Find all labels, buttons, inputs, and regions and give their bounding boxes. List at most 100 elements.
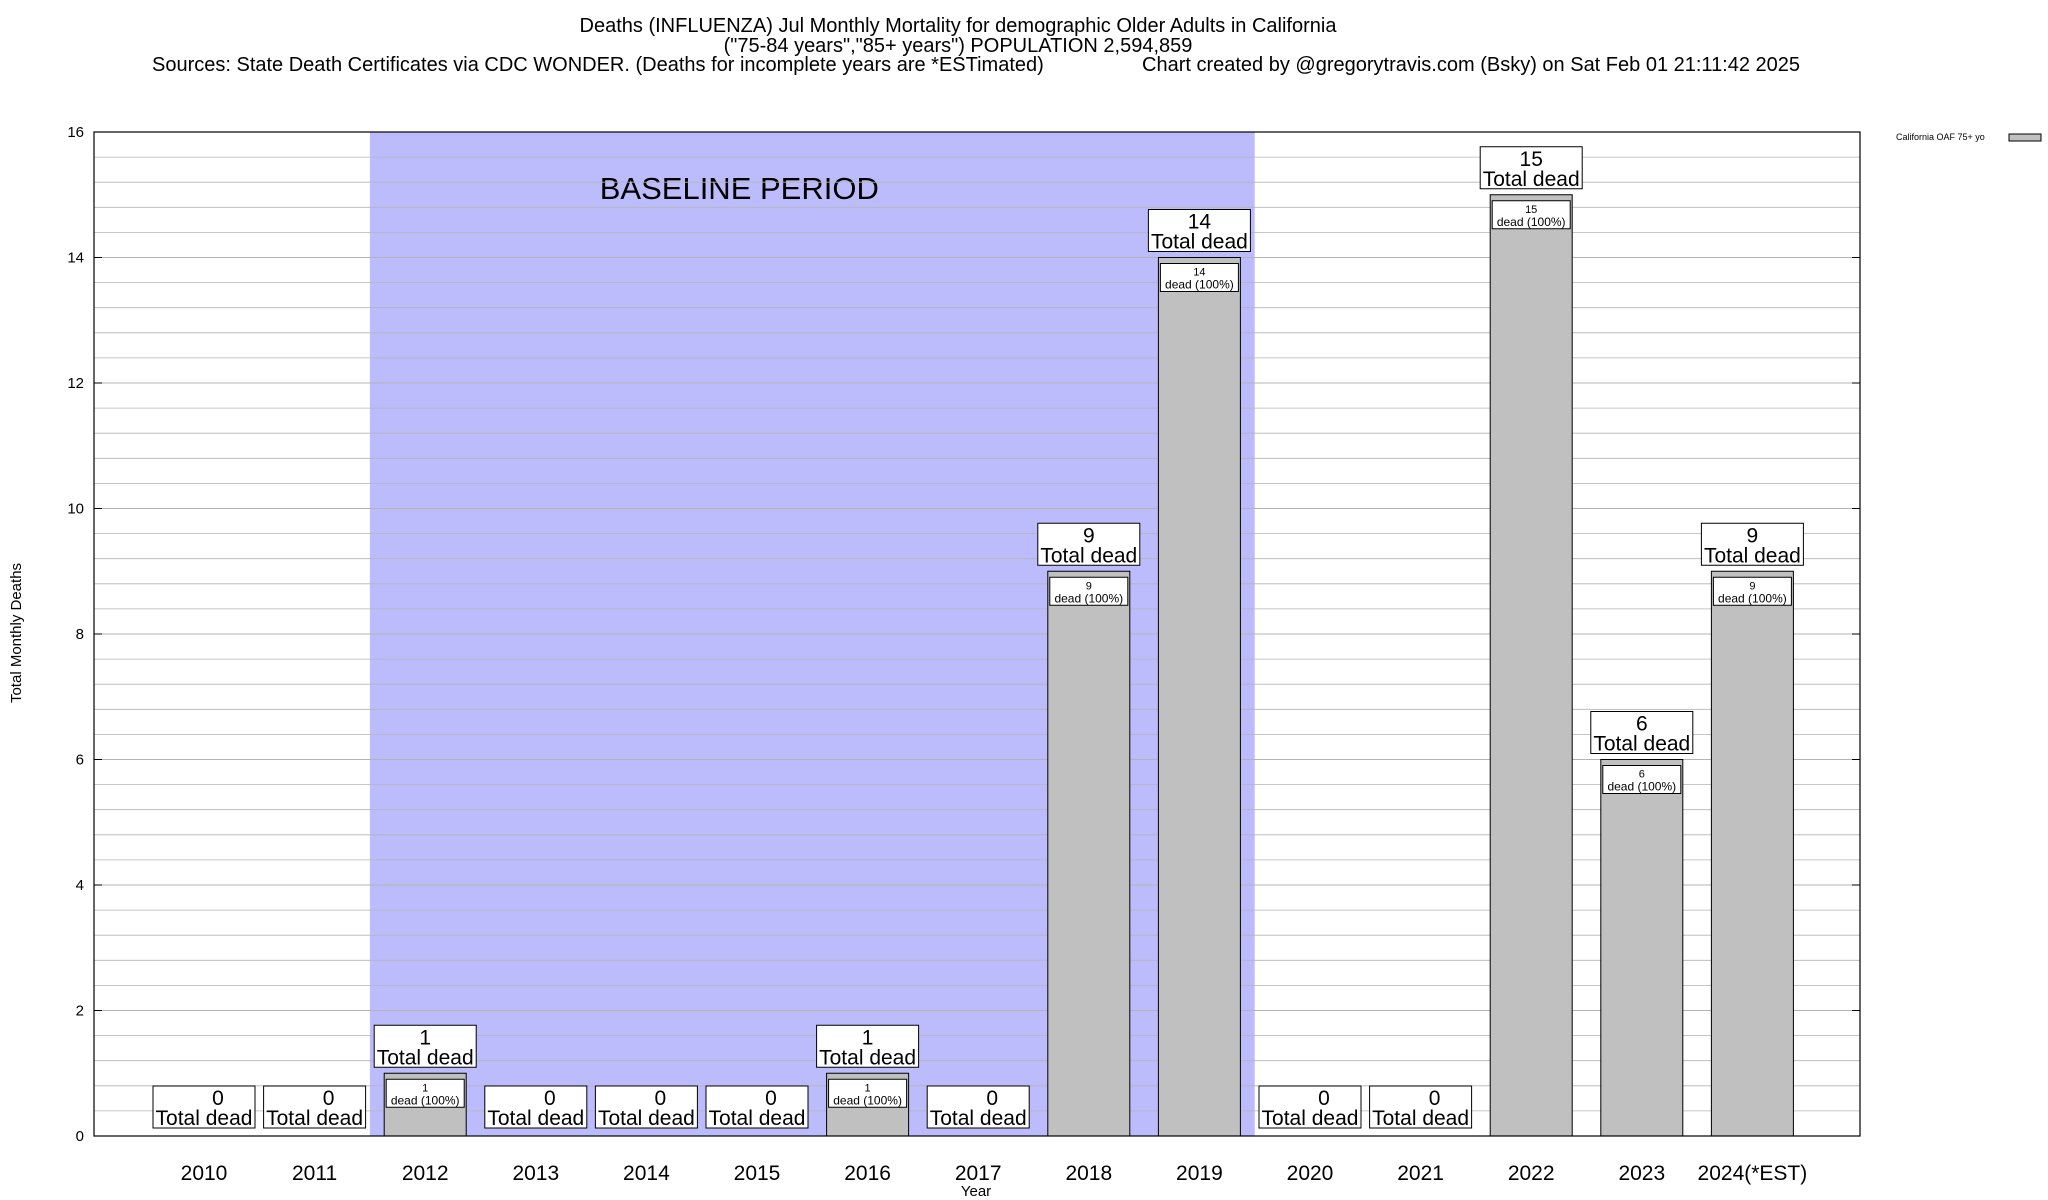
- x-tick-label: 2014: [623, 1162, 670, 1185]
- bar-inner-pct: dead (100%): [1165, 278, 1234, 292]
- legend-label: California OAF 75+ yo: [1896, 132, 1985, 142]
- bar-inner-pct: dead (100%): [1718, 591, 1787, 605]
- total-value: 15: [1520, 148, 1543, 171]
- total-suffix: Total dead: [819, 1046, 916, 1069]
- bar-inner-label-box: [1491, 200, 1571, 230]
- bar-inner-label-box: [1712, 576, 1792, 606]
- y-axis-label: Total Monthly Deaths: [8, 563, 25, 703]
- total-suffix: Total dead: [1593, 733, 1690, 756]
- bar-inner-pct: dead (100%): [833, 1093, 902, 1107]
- x-tick-label: 2015: [734, 1162, 781, 1185]
- total-value: 0: [323, 1087, 335, 1110]
- total-label-box: [1258, 1085, 1362, 1129]
- y-tick-label: 0: [76, 1128, 84, 1145]
- chart-credit: Chart created by @gregorytravis.com (Bsk…: [1142, 54, 1800, 76]
- bar: [1489, 194, 1573, 1137]
- total-label-box: [484, 1085, 588, 1129]
- total-suffix: Total dead: [598, 1107, 695, 1130]
- plot-frame: [93, 131, 1861, 1137]
- y-tick-label: 4: [76, 877, 84, 894]
- total-label-box: [705, 1085, 809, 1129]
- y-tick-label: 12: [67, 375, 84, 392]
- total-label-box: [1700, 522, 1804, 566]
- total-value: 0: [1318, 1087, 1330, 1110]
- x-axis-label: Year: [961, 1183, 991, 1200]
- total-suffix: Total dead: [487, 1107, 584, 1130]
- total-value: 14: [1188, 211, 1212, 234]
- x-tick-label: 2021: [1397, 1162, 1444, 1185]
- legend-swatch: [2008, 133, 2042, 142]
- x-tick-label: 2019: [1176, 1162, 1223, 1185]
- bar: [1047, 570, 1131, 1137]
- total-label-box: [263, 1085, 367, 1129]
- total-label-box: [1369, 1085, 1473, 1129]
- bar-inner-pct: dead (100%): [1497, 215, 1566, 229]
- bar-inner-pct: dead (100%): [391, 1093, 460, 1107]
- total-label-box: [1147, 209, 1251, 252]
- total-value: 9: [1083, 524, 1095, 547]
- total-value: 0: [765, 1087, 777, 1110]
- total-suffix: Total dead: [377, 1046, 474, 1069]
- total-label-box: [1037, 522, 1141, 566]
- x-tick-label: 2016: [844, 1162, 891, 1185]
- bar-inner-value: 9: [1086, 580, 1092, 592]
- x-tick-label: 2023: [1618, 1162, 1665, 1185]
- bars: [200, 194, 1794, 1137]
- bar-inner-value: 1: [422, 1082, 428, 1094]
- x-axis-categories: 2010 2011 2012 2013 2014 2015 2016 2017 2018 2019…: [181, 1162, 1808, 1185]
- x-tick-label: 2024(*EST): [1698, 1162, 1808, 1185]
- total-suffix: Total dead: [1262, 1107, 1359, 1130]
- total-suffix: Total dead: [1483, 168, 1580, 191]
- chart-title: Deaths (INFLUENZA) Jul Monthly Mortality…: [580, 15, 1338, 37]
- total-suffix: Total dead: [156, 1107, 253, 1130]
- total-label-box: [1479, 146, 1583, 190]
- total-label-box: [1590, 711, 1694, 754]
- total-suffix: Total dead: [1151, 231, 1248, 254]
- total-label-box: [594, 1085, 698, 1129]
- bar-inner-value: 6: [1639, 769, 1645, 781]
- bar-inner-value: 14: [1193, 267, 1205, 279]
- bar-inner-label-box: [1602, 765, 1682, 794]
- total-value: 9: [1747, 524, 1759, 547]
- y-tick-label: 6: [76, 752, 84, 769]
- chart-subtitle: ("75-84 years","85+ years") POPULATION 2…: [724, 35, 1193, 57]
- total-suffix: Total dead: [930, 1107, 1027, 1130]
- chart-sources: Sources: State Death Certificates via CD…: [152, 54, 1044, 76]
- total-value: 0: [655, 1087, 667, 1110]
- y-tick-label: 16: [67, 124, 84, 141]
- bar-inner-label-box: [385, 1078, 465, 1108]
- bar-inner-value: 9: [1749, 580, 1755, 592]
- bar-inner-value: 15: [1525, 204, 1537, 216]
- total-suffix: Total dead: [1372, 1107, 1469, 1130]
- bar-inner-value: 1: [865, 1082, 871, 1094]
- bar-inner-pct: dead (100%): [1054, 591, 1123, 605]
- bar: [1600, 759, 1684, 1137]
- total-label-box: [816, 1024, 920, 1068]
- total-label-box: [926, 1085, 1030, 1129]
- total-label-box: [152, 1085, 256, 1129]
- bar-inner-pct: dead (100%): [1607, 780, 1676, 794]
- y-tick-label: 8: [76, 626, 84, 643]
- x-tick-label: 2011: [292, 1162, 337, 1185]
- x-tick-label: 2020: [1287, 1162, 1334, 1185]
- x-tick-label: 2018: [1065, 1162, 1112, 1185]
- baseline-period-label: BASELINE PERIOD: [600, 171, 879, 206]
- total-value: 1: [419, 1026, 431, 1049]
- total-suffix: Total dead: [1040, 544, 1137, 567]
- total-label-box: [373, 1024, 477, 1068]
- total-value: 0: [212, 1087, 224, 1110]
- y-tick-label: 10: [67, 501, 84, 518]
- bar: [1157, 257, 1241, 1137]
- x-tick-label: 2012: [402, 1162, 449, 1185]
- total-value: 0: [1429, 1087, 1441, 1110]
- total-suffix: Total dead: [1704, 544, 1801, 567]
- grid: [94, 131, 1860, 1137]
- x-tick-label: 2017: [955, 1162, 1002, 1185]
- bar: [1710, 570, 1794, 1137]
- total-value: 1: [862, 1026, 874, 1049]
- total-value: 0: [544, 1087, 556, 1110]
- bar-inner-label-box: [1049, 576, 1129, 606]
